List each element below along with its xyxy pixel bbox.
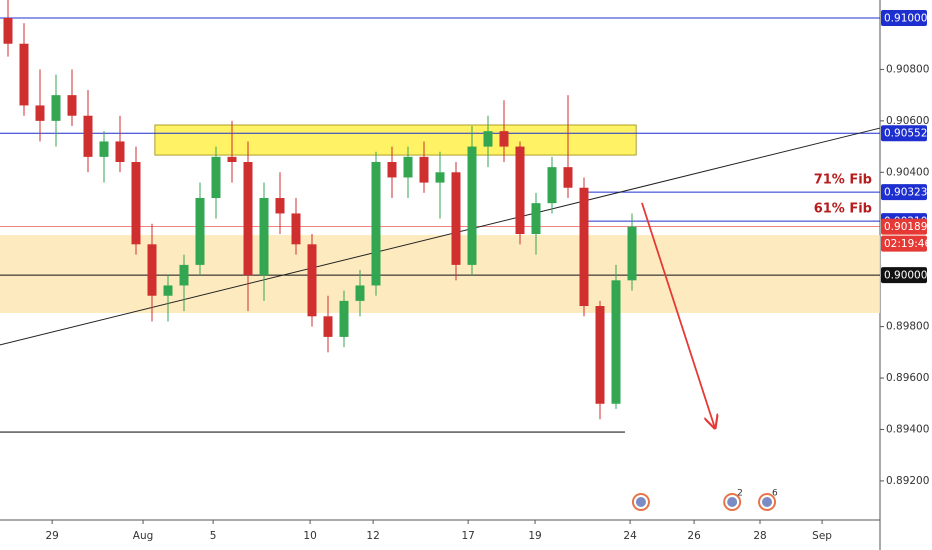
candle-body — [67, 95, 77, 116]
candle-body — [115, 141, 125, 163]
x-tick-label: 29 — [45, 530, 58, 542]
candle-body — [19, 43, 29, 106]
zone — [154, 124, 637, 156]
fib-label: 61% Fib — [814, 202, 872, 217]
candle-body — [451, 172, 461, 265]
candle-body — [259, 198, 269, 276]
candle-body — [579, 187, 589, 307]
x-tick-label: 24 — [623, 530, 637, 542]
candle-body — [99, 141, 109, 157]
x-tick-label: Aug — [133, 530, 154, 542]
x-tick-label: 12 — [366, 530, 379, 542]
fib-label: 71% Fib — [814, 173, 872, 188]
x-tick-label: 19 — [528, 530, 541, 542]
y-tick-label: 0.90800 — [886, 63, 929, 75]
candle-body — [35, 105, 45, 121]
candle-body — [291, 213, 301, 245]
candle-body — [547, 167, 557, 204]
x-tick-label: 10 — [303, 530, 316, 542]
y-tick-label: 0.89200 — [886, 475, 929, 487]
candle-body — [323, 316, 333, 337]
candle-body — [339, 300, 349, 337]
event-icon-inner — [635, 497, 646, 507]
y-tick-label: 0.90600 — [886, 115, 929, 127]
forecast-arrow — [641, 202, 715, 428]
countdown-box — [881, 235, 927, 252]
countdown: 02:19:46 — [884, 238, 931, 250]
candle-body — [499, 131, 509, 147]
candle-body — [627, 226, 637, 281]
candle-body — [211, 156, 221, 199]
candle-body — [403, 156, 413, 178]
candle-body — [563, 167, 573, 188]
candle-body — [179, 264, 189, 286]
candle-body — [195, 198, 205, 265]
price-box-label: 0.90189 — [884, 221, 927, 233]
x-tick-label: 28 — [753, 530, 766, 542]
candle-body — [243, 162, 253, 276]
event-icon-inner — [762, 497, 773, 507]
candle-body — [467, 146, 477, 265]
candle-body — [611, 280, 621, 404]
x-tick-label: 26 — [687, 530, 701, 542]
candle-body — [531, 203, 541, 235]
price-box — [881, 184, 927, 201]
candle-body — [83, 115, 93, 157]
x-tick-label: 5 — [210, 530, 217, 542]
candle-body — [147, 244, 157, 296]
candle-body — [307, 244, 317, 317]
candle-body — [3, 18, 13, 44]
candle-body — [435, 172, 445, 183]
price-box-label: 0.90552 — [884, 128, 927, 140]
price-box — [881, 10, 927, 27]
y-tick-label: 0.89600 — [886, 372, 929, 384]
event-count: 6 — [772, 489, 778, 499]
candle-body — [227, 156, 237, 163]
event-count: 2 — [737, 489, 743, 499]
y-tick-label: 0.90400 — [886, 166, 929, 178]
candle-body — [163, 285, 173, 296]
price-box-label: 0.90323 — [884, 187, 927, 199]
y-tick-label: 0.89800 — [886, 321, 929, 333]
zone — [0, 235, 880, 313]
candle-body — [371, 162, 381, 286]
candle-body — [51, 95, 61, 121]
candle-body — [355, 285, 365, 301]
price-box-label: 0.91000 — [884, 13, 927, 25]
x-tick-label: Sep — [812, 530, 832, 542]
trendline — [0, 127, 881, 346]
x-tick-label: 17 — [461, 530, 474, 542]
price-box — [881, 125, 927, 142]
candle-body — [595, 306, 605, 404]
candle-body — [483, 131, 493, 147]
candle-body — [275, 198, 285, 214]
y-tick-label: 0.89400 — [886, 423, 929, 435]
price-box-label: 0.90000 — [884, 270, 927, 282]
price-box — [881, 267, 927, 284]
candle-body — [419, 156, 429, 183]
price-box — [881, 218, 927, 235]
candle-body — [515, 146, 525, 235]
event-icon-inner — [727, 497, 738, 507]
candle-body — [131, 162, 141, 245]
candle-body — [387, 162, 397, 178]
